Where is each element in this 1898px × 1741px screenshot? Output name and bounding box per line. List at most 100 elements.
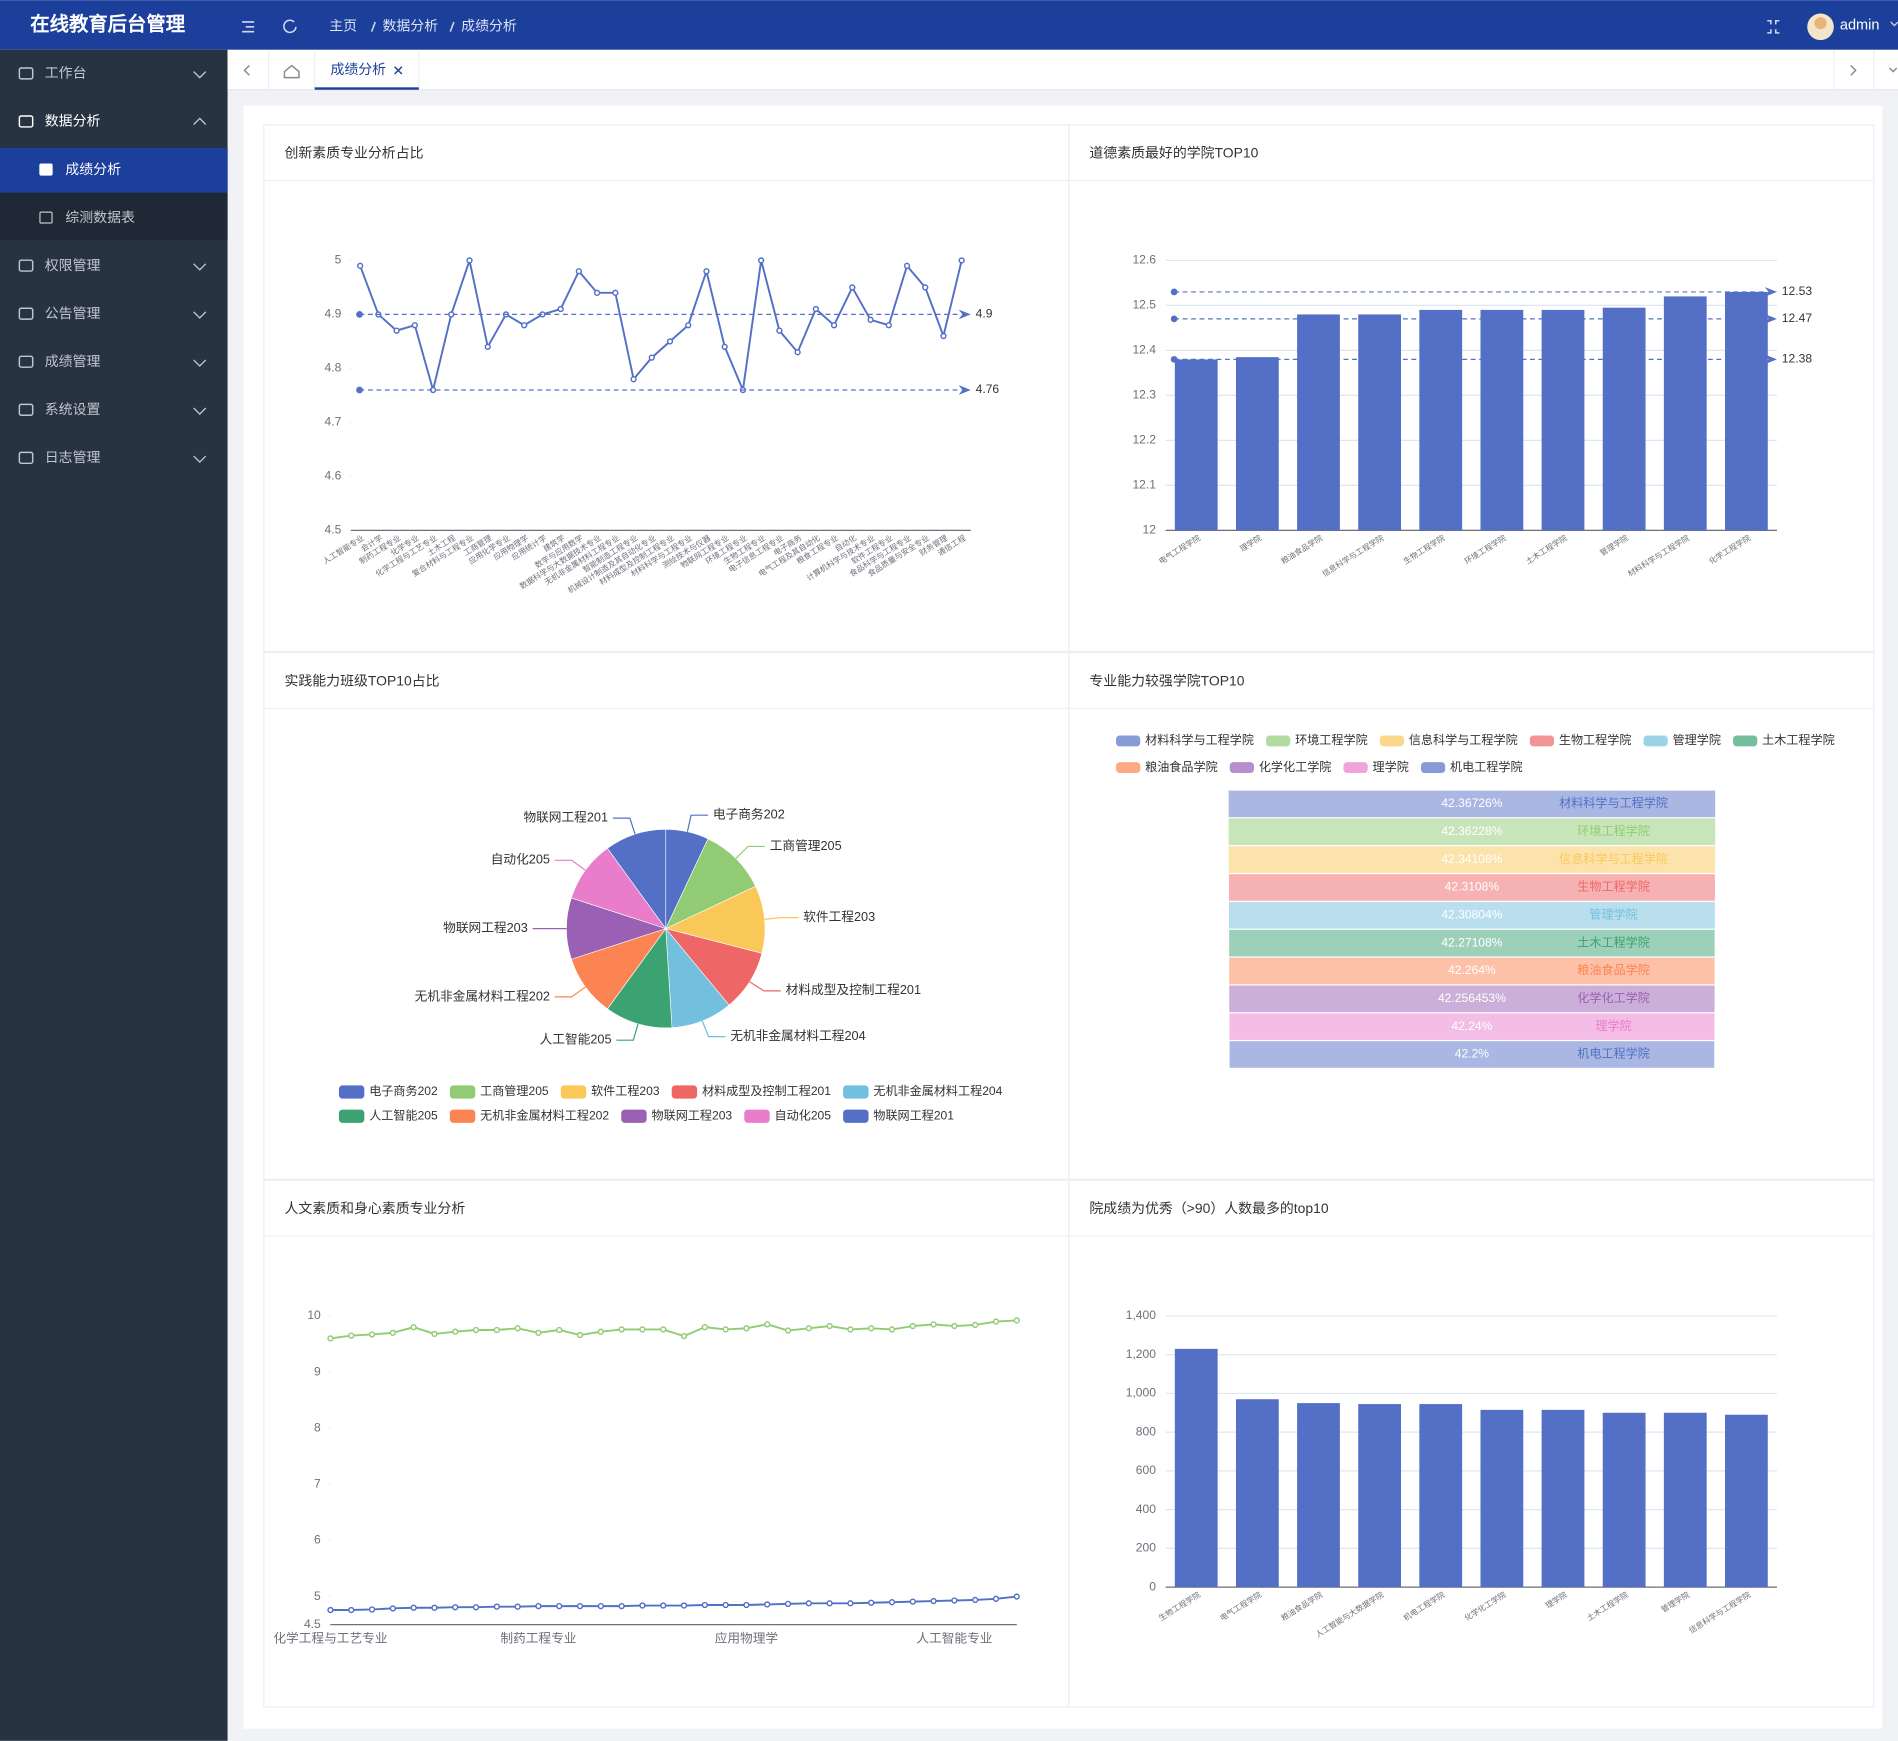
menu-item[interactable]: 成绩管理	[45, 353, 101, 369]
line-point	[909, 1598, 916, 1605]
legend-marker[interactable]	[560, 1085, 587, 1099]
breadcrumb-item[interactable]: 数据分析	[383, 17, 439, 33]
funnel-segment	[1229, 957, 1715, 985]
legend-label[interactable]: 化学化工学院	[1259, 759, 1332, 774]
line-point	[357, 262, 364, 269]
menu-item[interactable]: 工作台	[45, 65, 87, 81]
legend-marker[interactable]	[449, 1085, 476, 1099]
home-tab[interactable]	[283, 64, 300, 79]
tab-close[interactable]	[394, 66, 403, 75]
active-tab[interactable]: 成绩分析	[330, 61, 386, 77]
funnel-segment	[1229, 929, 1715, 957]
legend-marker[interactable]	[1266, 735, 1291, 747]
line-point	[868, 1325, 875, 1332]
line-point	[701, 1324, 708, 1331]
legend-marker[interactable]	[671, 1085, 698, 1099]
legend-marker[interactable]	[1420, 762, 1446, 774]
user-caret[interactable]	[1890, 21, 1898, 27]
mark-line-start	[356, 386, 363, 394]
app-title: 在线教育后台管理	[30, 13, 186, 36]
menu-item[interactable]: 权限管理	[45, 257, 101, 273]
y-tick-label: 12.3	[1132, 388, 1156, 402]
submenu-item[interactable]: 综测数据表	[65, 209, 135, 225]
line-point	[680, 1602, 688, 1609]
funnel-value-label: 42.2%	[1455, 1047, 1490, 1061]
legend-marker[interactable]	[1116, 735, 1141, 747]
legend-label[interactable]: 管理学院	[1673, 732, 1721, 747]
menu-item[interactable]: 公告管理	[45, 305, 101, 321]
legend-label[interactable]: 材料成型及控制工程201	[702, 1083, 831, 1098]
pie-label: 自动化205	[491, 853, 550, 867]
legend-marker[interactable]	[1529, 735, 1555, 747]
line-point	[805, 1325, 812, 1332]
fullscreen-icon[interactable]	[1767, 19, 1780, 34]
line-point	[393, 327, 400, 334]
collapse-icon[interactable]	[242, 21, 255, 33]
bar	[1235, 1399, 1279, 1588]
legend-label[interactable]: 理学院	[1373, 759, 1409, 774]
legend-marker[interactable]	[1116, 762, 1141, 774]
bar	[1602, 1412, 1646, 1588]
funnel-segment	[1229, 1041, 1715, 1068]
legend-label[interactable]: 生物工程学院	[1559, 732, 1632, 747]
line-point	[348, 1606, 355, 1614]
legend-marker[interactable]	[744, 1109, 770, 1123]
menu-caret	[193, 117, 207, 125]
legend-marker[interactable]	[338, 1085, 365, 1099]
legend-label[interactable]: 工商管理205	[480, 1083, 549, 1098]
legend-marker[interactable]	[1343, 762, 1368, 774]
line-point	[940, 332, 947, 340]
legend-label[interactable]: 人工智能205	[369, 1107, 438, 1122]
legend-label[interactable]: 机电工程学院	[1450, 759, 1523, 774]
legend-marker[interactable]	[1733, 735, 1758, 747]
legend-label[interactable]: 自动化205	[775, 1108, 832, 1122]
legend-marker[interactable]	[1643, 735, 1668, 747]
legend-label[interactable]: 物联网工程201	[873, 1107, 954, 1122]
legend-label[interactable]: 物联网工程203	[652, 1107, 733, 1122]
y-tick-label: 12.5	[1132, 298, 1156, 312]
active-menu-item[interactable]	[0, 147, 228, 193]
legend-label[interactable]: 无机非金属材料工程204	[873, 1083, 1002, 1098]
line-point	[826, 1322, 833, 1330]
tab-next[interactable]	[1850, 65, 1857, 76]
line-point	[972, 1596, 979, 1604]
line-point	[452, 1328, 459, 1335]
tab-menu[interactable]	[1889, 67, 1898, 73]
legend-label[interactable]: 土木工程学院	[1762, 732, 1835, 747]
legend-label[interactable]: 电子商务202	[369, 1083, 438, 1098]
legend-label[interactable]: 无机非金属材料工程202	[480, 1107, 609, 1122]
legend-marker[interactable]	[843, 1085, 869, 1099]
y-tick-label: 4.8	[325, 361, 342, 375]
menu-item[interactable]: 日志管理	[45, 449, 101, 465]
legend-label[interactable]: 信息科学与工程学院	[1409, 732, 1518, 747]
legend-marker[interactable]	[843, 1109, 869, 1123]
y-tick-label: 4.9	[325, 307, 342, 321]
legend-label[interactable]: 软件工程203	[591, 1083, 660, 1098]
funnel-name-label: 机电工程学院	[1577, 1046, 1650, 1061]
legend-label[interactable]: 环境工程学院	[1295, 732, 1368, 747]
breadcrumb-item[interactable]: 主页	[329, 17, 357, 33]
legend-marker[interactable]	[449, 1109, 476, 1123]
chart-title: 实践能力班级TOP10占比	[284, 672, 439, 688]
pie-leader	[701, 1020, 726, 1038]
line-point	[410, 1604, 417, 1611]
legend-marker[interactable]	[1379, 735, 1405, 747]
line-point	[472, 1604, 480, 1611]
legend-marker[interactable]	[338, 1109, 365, 1123]
legend-label[interactable]: 材料科学与工程学院	[1145, 732, 1254, 747]
legend-label[interactable]: 粮油食品学院	[1145, 759, 1218, 774]
line-point	[930, 1597, 937, 1605]
line-point	[514, 1325, 521, 1332]
refresh-icon[interactable]	[283, 19, 297, 34]
legend-marker[interactable]	[621, 1109, 647, 1123]
line-point	[368, 1606, 376, 1613]
line-point	[701, 1601, 708, 1609]
user-name[interactable]: admin	[1840, 17, 1880, 33]
submenu-item[interactable]: 成绩分析	[65, 161, 121, 177]
breadcrumb-separators	[370, 21, 455, 32]
menu-item[interactable]: 数据分析	[45, 113, 101, 129]
menu-item[interactable]: 系统设置	[45, 401, 101, 417]
legend-marker[interactable]	[1229, 762, 1254, 774]
menu-icon	[18, 259, 34, 272]
tab-prev[interactable]	[243, 65, 250, 76]
